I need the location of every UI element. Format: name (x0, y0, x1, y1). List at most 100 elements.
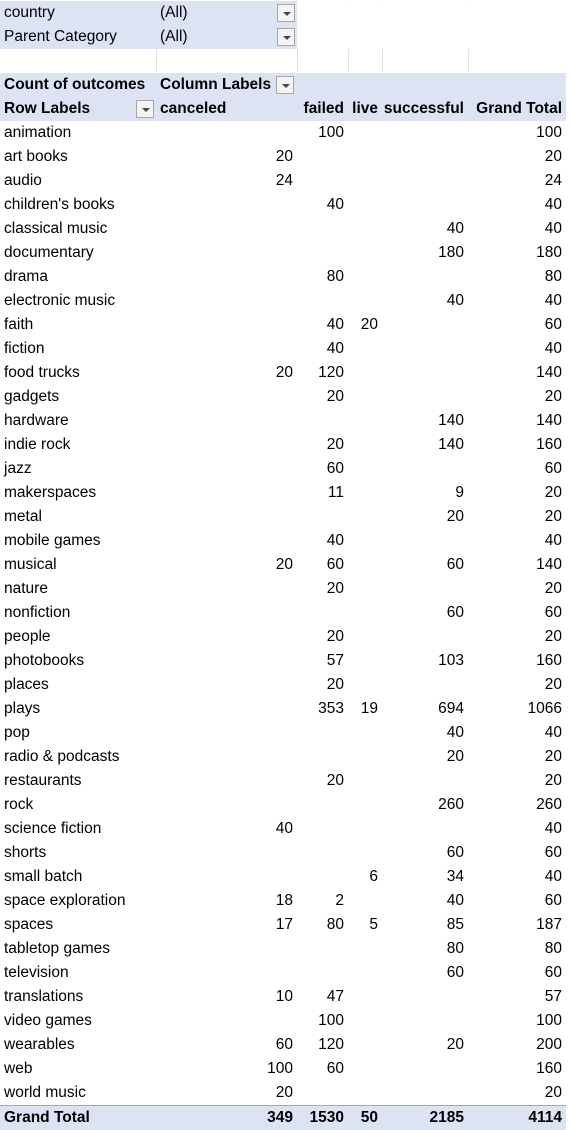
value-cell[interactable]: 40 (446, 292, 464, 309)
row-label[interactable]: children's books (4, 196, 115, 213)
value-cell[interactable] (156, 769, 297, 793)
value-cell[interactable] (156, 601, 297, 625)
row-label[interactable]: nonfiction (4, 604, 71, 621)
value-cell[interactable]: 20 (326, 676, 344, 693)
value-cell[interactable]: 20 (544, 628, 562, 645)
value-cell[interactable] (348, 289, 382, 313)
value-cell[interactable] (382, 361, 468, 385)
value-cell[interactable]: 20 (326, 628, 344, 645)
value-cell[interactable]: 100 (267, 1060, 293, 1077)
value-cell[interactable]: 694 (438, 700, 464, 717)
row-label[interactable]: art books (4, 148, 68, 165)
value-cell[interactable]: 260 (438, 796, 464, 813)
value-cell[interactable] (382, 985, 468, 1009)
value-cell[interactable]: 80 (446, 940, 464, 957)
value-cell[interactable]: 80 (544, 940, 562, 957)
row-label[interactable]: fiction (4, 340, 45, 357)
value-cell[interactable] (297, 601, 348, 625)
value-cell[interactable] (156, 241, 297, 265)
value-cell[interactable] (348, 457, 382, 481)
chevron-down-icon[interactable] (277, 28, 295, 46)
value-cell[interactable] (156, 793, 297, 817)
row-label[interactable]: plays (4, 700, 41, 717)
value-cell[interactable] (156, 673, 297, 697)
value-cell[interactable]: 47 (326, 988, 344, 1005)
row-label[interactable]: makerspaces (4, 484, 97, 501)
value-cell[interactable]: 6 (369, 868, 378, 885)
value-cell[interactable] (156, 265, 297, 289)
value-cell[interactable]: 18 (275, 892, 293, 909)
row-label[interactable]: faith (4, 316, 34, 333)
value-cell[interactable]: 20 (544, 388, 562, 405)
filter-value[interactable]: (All) (160, 4, 188, 21)
row-label[interactable]: science fiction (4, 820, 102, 837)
value-cell[interactable]: 5 (369, 916, 378, 933)
value-cell[interactable]: 9 (455, 484, 464, 501)
row-labels-header[interactable]: Row Labels (4, 100, 91, 117)
value-cell[interactable]: 57 (544, 988, 562, 1005)
value-cell[interactable] (348, 433, 382, 457)
value-cell[interactable]: 20 (275, 1084, 293, 1101)
value-cell[interactable]: 85 (446, 916, 464, 933)
row-label[interactable]: electronic music (4, 292, 116, 309)
value-cell[interactable]: 353 (318, 700, 344, 717)
row-label[interactable]: spaces (4, 916, 54, 933)
value-cell[interactable]: 40 (446, 892, 464, 909)
value-cell[interactable]: 60 (275, 1036, 293, 1053)
value-cell[interactable]: 20 (544, 748, 562, 765)
column-labels-header[interactable]: Column Labels (160, 76, 272, 93)
value-cell[interactable]: 20 (544, 484, 562, 501)
value-cell[interactable] (348, 769, 382, 793)
value-cell[interactable] (348, 193, 382, 217)
value-cell[interactable] (156, 193, 297, 217)
value-cell[interactable] (348, 985, 382, 1009)
value-cell[interactable] (156, 505, 297, 529)
value-cell[interactable]: 60 (544, 844, 562, 861)
value-cell[interactable] (297, 745, 348, 769)
value-cell[interactable] (382, 769, 468, 793)
value-cell[interactable]: 24 (544, 172, 562, 189)
value-cell[interactable] (382, 457, 468, 481)
row-label[interactable]: animation (4, 124, 72, 141)
value-cell[interactable]: 40 (544, 820, 562, 837)
value-cell[interactable]: 140 (438, 436, 464, 453)
value-cell[interactable] (297, 841, 348, 865)
value-cell[interactable]: 60 (446, 964, 464, 981)
value-cell[interactable]: 11 (327, 484, 344, 501)
value-cell[interactable] (348, 1009, 382, 1033)
value-cell[interactable]: 20 (544, 148, 562, 165)
value-cell[interactable]: 1066 (527, 700, 562, 717)
value-cell[interactable] (348, 169, 382, 193)
value-cell[interactable] (348, 889, 382, 913)
value-cell[interactable] (156, 721, 297, 745)
value-cell[interactable]: 100 (536, 124, 562, 141)
value-cell[interactable]: 40 (544, 196, 562, 213)
value-cell[interactable] (348, 481, 382, 505)
value-cell[interactable]: 140 (536, 364, 562, 381)
value-cell[interactable]: 20 (326, 388, 344, 405)
value-cell[interactable] (156, 865, 297, 889)
value-cell[interactable] (348, 745, 382, 769)
value-cell[interactable] (382, 673, 468, 697)
chevron-down-icon[interactable] (136, 100, 154, 118)
value-cell[interactable] (156, 217, 297, 241)
value-cell[interactable]: 80 (326, 268, 344, 285)
value-cell[interactable] (382, 121, 468, 145)
value-cell[interactable] (382, 817, 468, 841)
value-cell[interactable]: 40 (326, 196, 344, 213)
value-cell[interactable]: 20 (326, 772, 344, 789)
value-cell[interactable]: 80 (544, 268, 562, 285)
value-cell[interactable] (382, 193, 468, 217)
value-cell[interactable] (297, 961, 348, 985)
value-cell[interactable] (156, 1009, 297, 1033)
value-cell[interactable] (348, 337, 382, 361)
value-cell[interactable] (348, 121, 382, 145)
value-cell[interactable] (348, 409, 382, 433)
value-cell[interactable]: 40 (544, 868, 562, 885)
row-label[interactable]: rock (4, 796, 34, 813)
value-cell[interactable]: 20 (360, 316, 378, 333)
value-cell[interactable]: 17 (275, 916, 293, 933)
value-cell[interactable] (382, 577, 468, 601)
value-cell[interactable]: 40 (446, 724, 464, 741)
row-label[interactable]: metal (4, 508, 42, 525)
